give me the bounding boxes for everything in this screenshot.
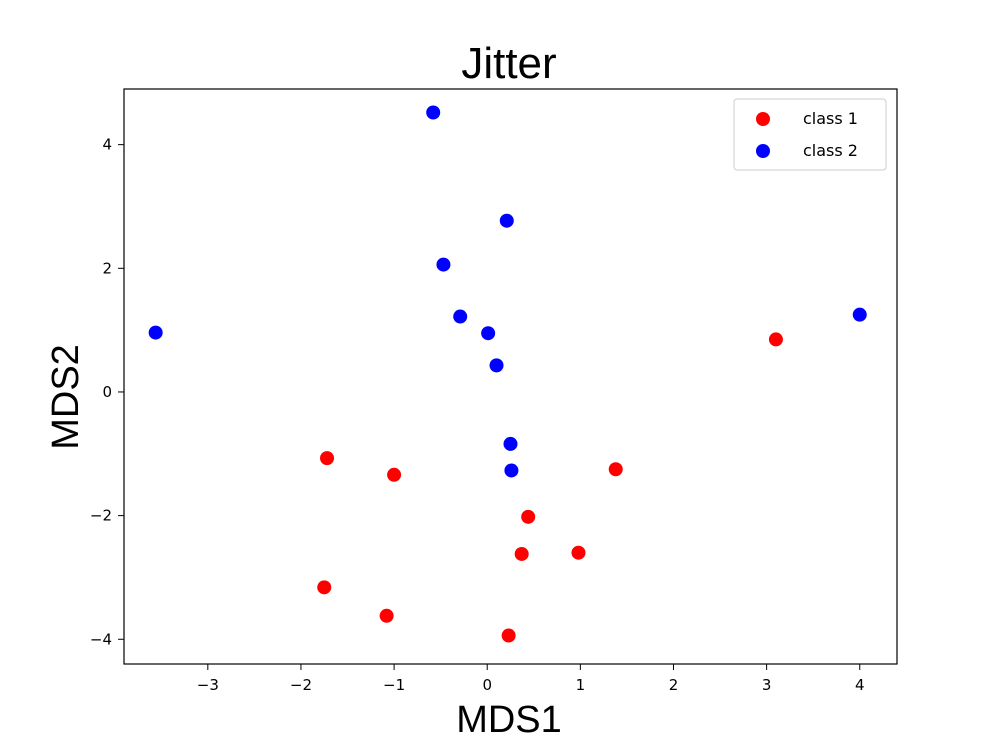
class-2-point <box>852 307 867 322</box>
plot-area <box>123 88 898 665</box>
y-tick-label: 4 <box>102 136 112 154</box>
y-axis-label: MDS2 <box>45 344 87 450</box>
class-2-point <box>148 325 163 340</box>
class-1-point <box>501 628 516 643</box>
x-tick-label: 2 <box>669 676 679 694</box>
legend: class 1 class 2 <box>733 98 887 171</box>
class-2-point <box>453 309 468 324</box>
x-axis-label: MDS1 <box>456 699 562 741</box>
y-tick-label: 2 <box>102 259 112 277</box>
chart-title: Jitter <box>461 39 556 88</box>
x-tick-label: 4 <box>855 676 865 694</box>
class-1-point <box>608 462 623 477</box>
class-2-point <box>499 213 514 228</box>
x-tick-label: −1 <box>383 676 405 694</box>
class-1-point <box>317 580 332 595</box>
class-2-point <box>503 436 518 451</box>
class-2-point <box>426 105 441 120</box>
class-1-point <box>514 546 529 561</box>
legend-marker-1 <box>756 112 770 126</box>
class-1-point <box>379 608 394 623</box>
x-tick-label: 3 <box>762 676 772 694</box>
y-tick-label: 0 <box>102 383 112 401</box>
x-axis-ticks: −3 −2 −1 0 1 2 3 4 <box>197 664 865 694</box>
class-1-point <box>571 545 586 560</box>
y-axis-ticks: −4 −2 0 2 4 <box>90 136 124 648</box>
class-1-point <box>768 332 783 347</box>
y-tick-label: −4 <box>90 630 112 648</box>
class-2-point <box>481 326 496 341</box>
legend-label-1: class 1 <box>803 109 858 128</box>
x-tick-label: −3 <box>197 676 219 694</box>
class-2-point <box>489 358 504 373</box>
x-tick-label: 0 <box>482 676 492 694</box>
class-1-point <box>521 509 536 524</box>
class-1-point <box>387 467 402 482</box>
legend-label-2: class 2 <box>803 141 858 160</box>
class-2-point <box>436 257 451 272</box>
data-points <box>148 105 867 643</box>
legend-marker-2 <box>756 144 770 158</box>
y-tick-label: −2 <box>90 507 112 525</box>
x-tick-label: 1 <box>576 676 586 694</box>
class-2-point <box>504 463 519 478</box>
legend-box <box>733 98 887 171</box>
x-tick-label: −2 <box>290 676 312 694</box>
class-1-point <box>320 451 335 466</box>
